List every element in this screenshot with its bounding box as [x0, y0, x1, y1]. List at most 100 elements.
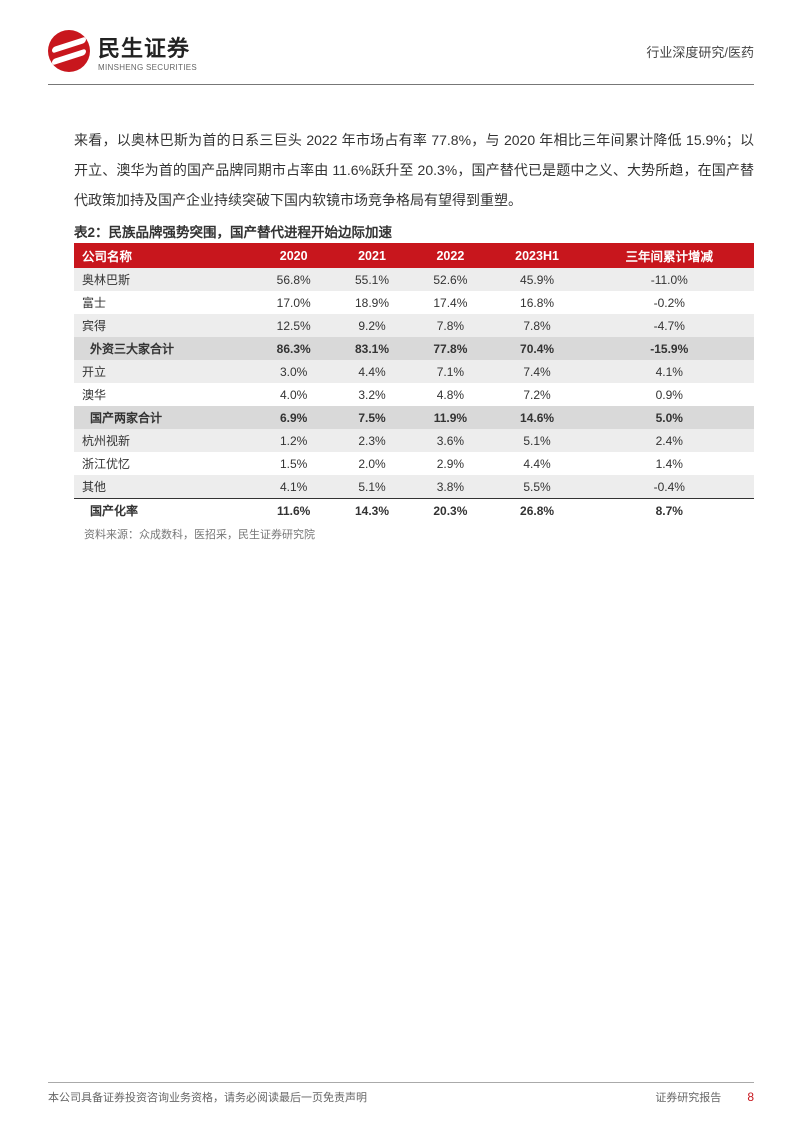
table-cell: 7.2% — [490, 383, 585, 406]
table-cell: 45.9% — [490, 268, 585, 291]
table-cell: 11.6% — [254, 499, 332, 523]
table-row: 宾得12.5%9.2%7.8%7.8%-4.7% — [74, 314, 754, 337]
table-cell: -0.2% — [585, 291, 754, 314]
table-cell: 70.4% — [490, 337, 585, 360]
logo-icon — [48, 30, 90, 72]
page-header: 民生证券 MINSHENG SECURITIES 行业深度研究/医药 — [0, 0, 802, 84]
table-cell: 9.2% — [333, 314, 411, 337]
table-row: 开立3.0%4.4%7.1%7.4%4.1% — [74, 360, 754, 383]
table-header-row: 公司名称 2020 2021 2022 2023H1 三年间累计增减 — [74, 243, 754, 268]
table-cell: 国产两家合计 — [74, 406, 254, 429]
table-cell: 3.6% — [411, 429, 489, 452]
table-cell: 1.5% — [254, 452, 332, 475]
col-2022: 2022 — [411, 243, 489, 268]
table-cell: 18.9% — [333, 291, 411, 314]
table-cell: 20.3% — [411, 499, 489, 523]
table-cell: 3.2% — [333, 383, 411, 406]
table-cell: 国产化率 — [74, 499, 254, 523]
table-cell: 外资三大家合计 — [74, 337, 254, 360]
intro-paragraph: 来看，以奥林巴斯为首的日系三巨头 2022 年市场占有率 77.8%，与 202… — [74, 125, 754, 215]
table-row: 富士17.0%18.9%17.4%16.8%-0.2% — [74, 291, 754, 314]
table-cell: 8.7% — [585, 499, 754, 523]
table-cell: 奥林巴斯 — [74, 268, 254, 291]
table-cell: 3.8% — [411, 475, 489, 499]
table-cell: 77.8% — [411, 337, 489, 360]
col-change: 三年间累计增减 — [585, 243, 754, 268]
table-cell: 7.8% — [490, 314, 585, 337]
table-source: 资料来源：众成数科，医招采，民生证券研究院 — [74, 526, 754, 542]
table-cell: 2.4% — [585, 429, 754, 452]
table-row: 澳华4.0%3.2%4.8%7.2%0.9% — [74, 383, 754, 406]
table-head: 公司名称 2020 2021 2022 2023H1 三年间累计增减 — [74, 243, 754, 268]
table-cell: 5.1% — [333, 475, 411, 499]
table-cell: 7.5% — [333, 406, 411, 429]
table-cell: 7.8% — [411, 314, 489, 337]
table-cell: 83.1% — [333, 337, 411, 360]
table-row: 其他4.1%5.1%3.8%5.5%-0.4% — [74, 475, 754, 499]
table-cell: 其他 — [74, 475, 254, 499]
table-cell: 17.4% — [411, 291, 489, 314]
table-cell: 56.8% — [254, 268, 332, 291]
table-cell: 2.0% — [333, 452, 411, 475]
page-number: 8 — [747, 1090, 754, 1104]
table-row: 杭州视新1.2%2.3%3.6%5.1%2.4% — [74, 429, 754, 452]
table-cell: 17.0% — [254, 291, 332, 314]
header-category: 行业深度研究/医药 — [646, 42, 754, 61]
table-row: 奥林巴斯56.8%55.1%52.6%45.9%-11.0% — [74, 268, 754, 291]
footer-disclaimer: 本公司具备证券投资咨询业务资格，请务必阅读最后一页免责声明 — [48, 1089, 367, 1105]
table-row: 国产化率11.6%14.3%20.3%26.8%8.7% — [74, 499, 754, 523]
table-cell: 4.0% — [254, 383, 332, 406]
table-cell: 5.5% — [490, 475, 585, 499]
page-footer: 本公司具备证券投资咨询业务资格，请务必阅读最后一页免责声明 证券研究报告 8 — [0, 1082, 802, 1105]
table-cell: 7.4% — [490, 360, 585, 383]
table-cell: 1.2% — [254, 429, 332, 452]
table-cell: 杭州视新 — [74, 429, 254, 452]
table-cell: 5.0% — [585, 406, 754, 429]
table-cell: 2.9% — [411, 452, 489, 475]
table-cell: 12.5% — [254, 314, 332, 337]
table-cell: 16.8% — [490, 291, 585, 314]
footer-right: 证券研究报告 8 — [655, 1089, 754, 1105]
table-cell: 开立 — [74, 360, 254, 383]
table-cell: 52.6% — [411, 268, 489, 291]
table-row: 外资三大家合计86.3%83.1%77.8%70.4%-15.9% — [74, 337, 754, 360]
table-cell: 14.6% — [490, 406, 585, 429]
footer-row: 本公司具备证券投资咨询业务资格，请务必阅读最后一页免责声明 证券研究报告 8 — [48, 1089, 754, 1105]
table-cell: 4.1% — [585, 360, 754, 383]
table-cell: 4.4% — [490, 452, 585, 475]
table-cell: 5.1% — [490, 429, 585, 452]
col-2020: 2020 — [254, 243, 332, 268]
col-company: 公司名称 — [74, 243, 254, 268]
table-cell: -0.4% — [585, 475, 754, 499]
table-cell: 6.9% — [254, 406, 332, 429]
table-cell: 7.1% — [411, 360, 489, 383]
table-cell: 宾得 — [74, 314, 254, 337]
table-cell: 4.4% — [333, 360, 411, 383]
col-2021: 2021 — [333, 243, 411, 268]
logo-block: 民生证券 MINSHENG SECURITIES — [48, 30, 197, 72]
table-cell: -4.7% — [585, 314, 754, 337]
table-cell: 14.3% — [333, 499, 411, 523]
table-title: 表2：民族品牌强势突围，国产替代进程开始边际加速 — [74, 221, 754, 241]
table-cell: 4.1% — [254, 475, 332, 499]
table-cell: 浙江优忆 — [74, 452, 254, 475]
table-cell: 55.1% — [333, 268, 411, 291]
table-cell: 富士 — [74, 291, 254, 314]
table-cell: 3.0% — [254, 360, 332, 383]
logo-text: 民生证券 MINSHENG SECURITIES — [98, 31, 197, 72]
logo-en: MINSHENG SECURITIES — [98, 63, 197, 72]
page-content: 来看，以奥林巴斯为首的日系三巨头 2022 年市场占有率 77.8%，与 202… — [0, 85, 802, 542]
table-cell: 澳华 — [74, 383, 254, 406]
logo-cn: 民生证券 — [98, 31, 197, 63]
table-cell: 11.9% — [411, 406, 489, 429]
table-body: 奥林巴斯56.8%55.1%52.6%45.9%-11.0%富士17.0%18.… — [74, 268, 754, 522]
table-row: 国产两家合计6.9%7.5%11.9%14.6%5.0% — [74, 406, 754, 429]
footer-report-type: 证券研究报告 — [655, 1089, 721, 1105]
table-cell: 1.4% — [585, 452, 754, 475]
table-cell: 2.3% — [333, 429, 411, 452]
col-2023h1: 2023H1 — [490, 243, 585, 268]
market-share-table: 公司名称 2020 2021 2022 2023H1 三年间累计增减 奥林巴斯5… — [74, 243, 754, 522]
table-cell: -15.9% — [585, 337, 754, 360]
footer-divider — [48, 1082, 754, 1083]
table-cell: 26.8% — [490, 499, 585, 523]
